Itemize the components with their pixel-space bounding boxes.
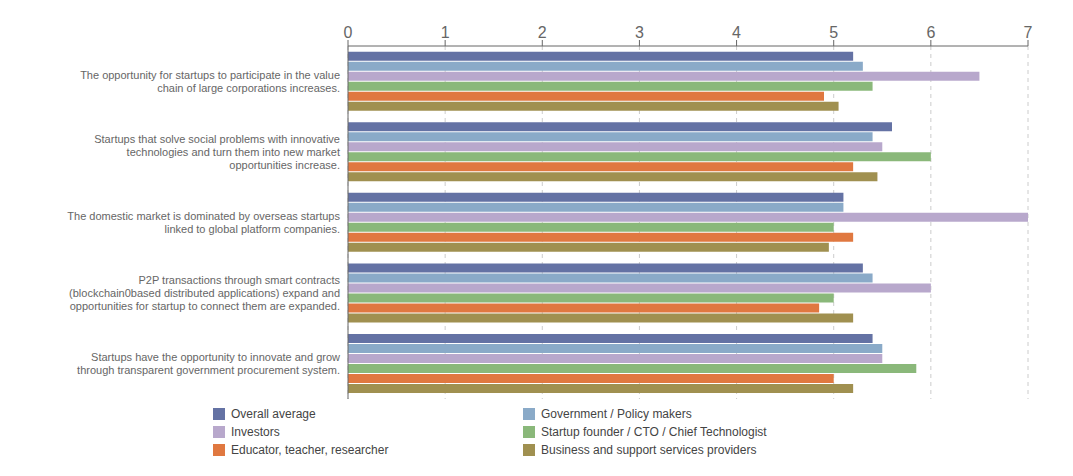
html-text:Overall average: Overall average [231, 407, 316, 421]
svg-text:The opportunity for startups t: The opportunity for startups to particip… [80, 69, 340, 94]
svg-text:P2P transactions through smart: P2P transactions through smart contracts… [69, 274, 340, 312]
svg-text:5: 5 [829, 24, 838, 41]
svg-text:0: 0 [344, 24, 353, 41]
svg-text:Startups have the opportunity: Startups have the opportunity to innovat… [77, 351, 340, 376]
svg-text:7: 7 [1024, 24, 1033, 41]
html-text:Educator, teacher, researcher: Educator, teacher, researcher [231, 443, 389, 457]
html-text:Government / Policy makers: Government / Policy makers [541, 407, 692, 421]
html-text:Investors: Investors [231, 425, 280, 439]
svg-text:Startups that solve social pro: Startups that solve social problems with… [94, 133, 340, 171]
svg-text:1: 1 [441, 24, 450, 41]
html-text:Startup founder / CTO / Chief: Startup founder / CTO / Chief Technologi… [541, 425, 767, 439]
svg-text:2: 2 [538, 24, 547, 41]
svg-text:4: 4 [732, 24, 741, 41]
html-text:Business and support services: Business and support services providers [541, 443, 757, 457]
svg-text:6: 6 [926, 24, 935, 41]
svg-text:3: 3 [635, 24, 644, 41]
svg-text:The domestic market is dominat: The domestic market is dominated by over… [67, 210, 340, 235]
